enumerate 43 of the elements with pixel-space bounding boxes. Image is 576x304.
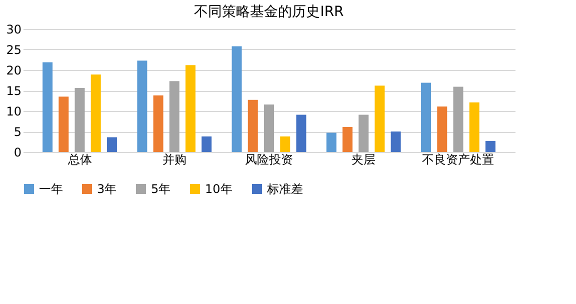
y-tick-label: 10 [6,104,22,118]
bar [342,126,353,152]
bar [74,88,85,152]
y-tick-label: 25 [6,43,22,57]
x-tick-label: 风险投资 [245,152,293,166]
bar [421,82,432,152]
legend-label: 一年 [39,182,63,196]
bar [169,81,180,152]
bar [137,60,148,152]
bar [280,136,290,152]
bar [437,106,448,152]
legend-label: 标准差 [266,182,303,196]
bar [42,62,53,152]
bar [185,65,196,152]
bar [248,100,258,152]
bar [90,74,101,152]
bar [202,136,212,152]
bar [232,46,242,152]
bar [296,114,306,152]
x-tick-label: 夹层 [352,152,376,166]
bar [485,140,496,152]
y-tick-label: 0 [14,146,22,160]
y-tick-label: 15 [6,84,22,98]
y-tick-label: 20 [6,64,22,78]
bar [358,114,369,152]
legend-label: 3年 [97,182,117,196]
chart-title: 不同策略基金的历史IRR [194,4,344,20]
legend-label: 10年 [205,182,232,196]
bar [153,95,164,152]
bar [326,132,336,152]
bar [264,104,274,152]
x-tick-label: 总体 [66,152,92,166]
bar [58,96,69,152]
bar [453,86,464,152]
bar [390,132,401,152]
x-tick-label: 不良资产处置 [422,152,494,166]
y-tick-label: 30 [6,22,22,36]
bar [374,86,385,152]
legend-label: 5年 [151,182,171,196]
x-tick-label: 并购 [162,152,186,166]
y-tick-label: 5 [14,125,22,139]
bar [469,102,480,152]
bar [106,137,117,152]
